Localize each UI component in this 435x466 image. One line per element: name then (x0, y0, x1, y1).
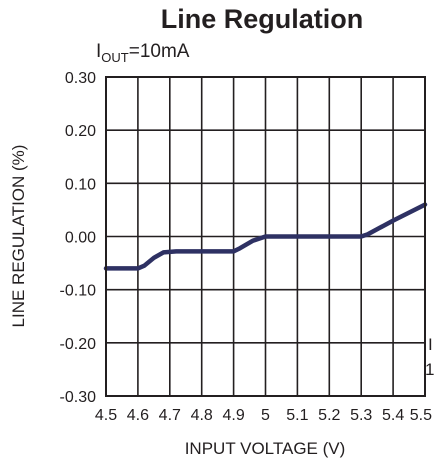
x-tick-label: 5.1 (286, 407, 308, 424)
x-tick-label: 4.9 (222, 407, 244, 424)
y-tick-label: 0.30 (65, 70, 96, 87)
x-axis-label: INPUT VOLTAGE (V) (185, 439, 346, 458)
margin-mark-2: 1 (425, 360, 434, 379)
y-tick-label: 0.10 (65, 176, 96, 193)
x-tick-label: 4.6 (127, 407, 149, 424)
y-tick-label: 0.00 (65, 230, 96, 247)
x-tick-label: 5.5 (410, 407, 432, 424)
chart-subtitle: IOUT=10mA (96, 41, 190, 65)
x-tick-label: 4.5 (95, 407, 117, 424)
margin-mark-1: I (428, 335, 433, 354)
y-tick-label: -0.20 (60, 336, 97, 353)
subtitle-subscript: OUT (101, 50, 129, 65)
x-tick-label: 5.3 (350, 407, 372, 424)
x-tick-label: 5.4 (382, 407, 404, 424)
y-axis-label: LINE REGULATION (%) (9, 145, 28, 328)
x-tick-label: 4.7 (159, 407, 181, 424)
series-line (103, 202, 428, 271)
plot-frame (105, 76, 426, 397)
y-tick-label: -0.10 (60, 283, 97, 300)
x-tick-labels: 4.5 4.6 4.7 4.8 4.9 5 5.1 5.2 5.3 5.4 5.5 (95, 407, 432, 424)
chart-title: Line Regulation (161, 4, 364, 34)
x-tick-label: 5 (261, 407, 270, 424)
x-tick-label: 5.2 (318, 407, 340, 424)
x-tick-label: 4.8 (191, 407, 213, 424)
subtitle-rest: =10mA (129, 41, 190, 62)
y-tick-label: 0.20 (65, 123, 96, 140)
y-tick-labels: 0.30 0.20 0.10 0.00 -0.10 -0.20 -0.30 (60, 70, 97, 406)
subtitle-symbol: I (96, 41, 101, 62)
y-tick-label: -0.30 (60, 389, 97, 406)
